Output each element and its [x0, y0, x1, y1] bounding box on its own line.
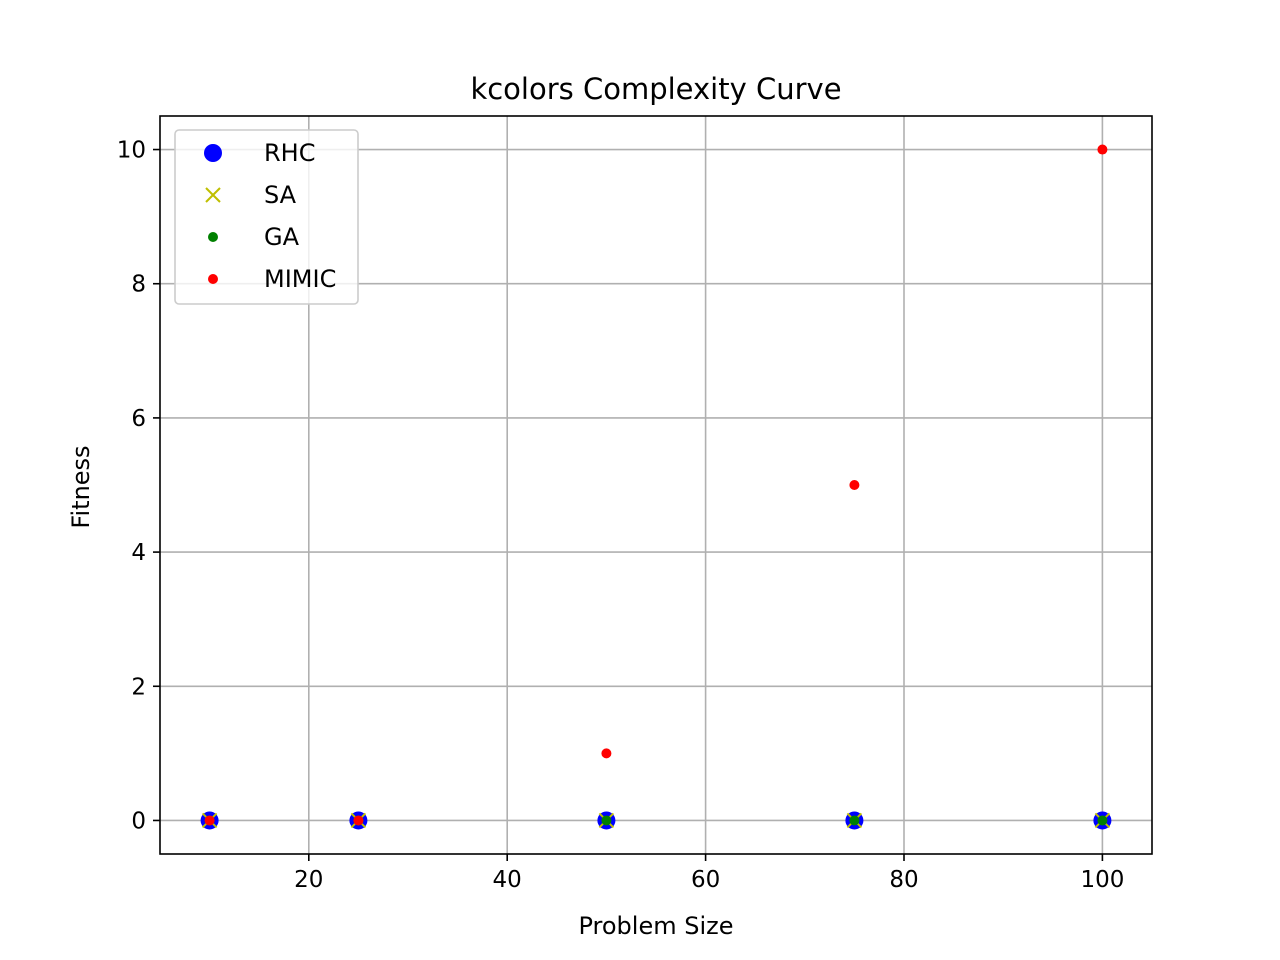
y-tick-label: 2: [131, 674, 146, 700]
plot-frame: [159, 115, 1153, 855]
legend-marker-rhc: [204, 144, 222, 162]
y-tick-label: 4: [131, 540, 146, 566]
y-tick-label: 6: [131, 406, 146, 432]
y-tick-label: 8: [131, 272, 146, 298]
mimic-point: [849, 480, 860, 490]
x-axis-label: Problem Size: [578, 912, 733, 940]
mimic-point: [204, 815, 215, 826]
x-tick-label: 100: [1080, 867, 1124, 893]
legend-marker-ga: [208, 232, 218, 242]
x-tick-label: 80: [889, 867, 918, 893]
y-axis-label: Fitness: [67, 445, 95, 528]
mimic-point: [601, 748, 612, 759]
y-tick-label: 10: [117, 138, 146, 164]
legend-box: [174, 129, 359, 305]
mimic-point: [1097, 144, 1108, 155]
legend-marker-sa: [205, 187, 221, 203]
legend-label-rhc: RHC: [264, 139, 315, 167]
legend-label-mimic: MIMIC: [264, 265, 336, 293]
legend-marker-mimic: [208, 274, 218, 284]
x-marker-stroke: [205, 187, 221, 203]
grid: [160, 116, 1152, 854]
y-tick-label: 0: [131, 808, 146, 834]
legend-label-ga: GA: [264, 223, 300, 251]
x-tick-label: 40: [493, 867, 522, 893]
chart-title: kcolors Complexity Curve: [470, 72, 841, 106]
ga-point: [1097, 815, 1108, 826]
ga-point: [849, 815, 860, 826]
mimic-point: [353, 815, 364, 826]
x-tick-label: 60: [691, 867, 720, 893]
x-tick-label: 20: [294, 867, 323, 893]
legend-label-sa: SA: [264, 181, 297, 209]
axis-ticks: 20 40 60 80 100 0 2 4 6 8 10: [117, 138, 1125, 893]
data-marks: [200, 144, 1112, 830]
legend: RHC SA GA MIMIC: [174, 129, 359, 305]
ga-point: [601, 815, 612, 826]
